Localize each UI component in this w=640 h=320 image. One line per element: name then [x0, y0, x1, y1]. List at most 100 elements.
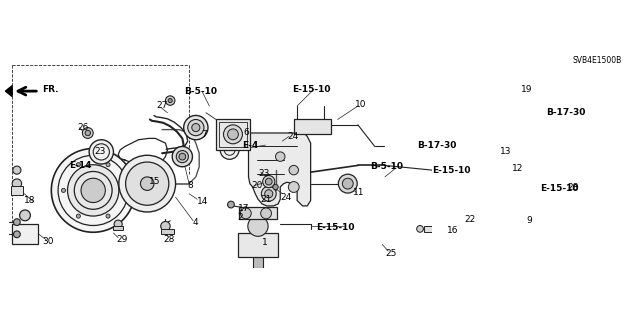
- Text: 2: 2: [237, 213, 243, 222]
- Circle shape: [342, 178, 353, 189]
- Text: 29: 29: [116, 235, 127, 244]
- Text: E-15-10: E-15-10: [316, 223, 355, 232]
- Bar: [239, 207, 277, 220]
- Circle shape: [266, 178, 272, 185]
- Text: 23: 23: [258, 169, 269, 178]
- Text: 6: 6: [243, 129, 249, 138]
- Circle shape: [417, 226, 424, 232]
- Circle shape: [13, 219, 20, 226]
- Text: E-14: E-14: [70, 161, 92, 170]
- Text: B-17-30: B-17-30: [417, 141, 457, 150]
- Circle shape: [260, 208, 271, 219]
- Circle shape: [289, 165, 298, 175]
- Circle shape: [119, 155, 175, 212]
- Circle shape: [184, 116, 208, 140]
- Circle shape: [509, 95, 515, 100]
- Circle shape: [223, 125, 243, 144]
- Text: B-5-10: B-5-10: [370, 162, 403, 171]
- Circle shape: [176, 150, 188, 163]
- Text: 12: 12: [512, 164, 524, 172]
- Circle shape: [236, 136, 243, 143]
- Circle shape: [13, 231, 20, 238]
- Circle shape: [20, 210, 30, 221]
- Text: 11: 11: [353, 188, 364, 197]
- Circle shape: [220, 140, 239, 159]
- Circle shape: [505, 213, 515, 222]
- Text: 27: 27: [157, 101, 168, 110]
- Circle shape: [76, 214, 81, 218]
- Text: SVB4E1500B: SVB4E1500B: [573, 56, 622, 65]
- Circle shape: [254, 247, 262, 255]
- Circle shape: [434, 213, 451, 229]
- Text: 7: 7: [201, 130, 207, 139]
- Text: 28: 28: [163, 235, 175, 244]
- Bar: [216, 119, 250, 150]
- Text: FR.: FR.: [42, 84, 58, 93]
- Circle shape: [526, 170, 541, 184]
- Polygon shape: [5, 86, 12, 97]
- Bar: [12, 224, 38, 244]
- Text: 20: 20: [252, 181, 262, 190]
- Circle shape: [168, 99, 172, 103]
- Text: 24: 24: [287, 132, 298, 141]
- Text: 24: 24: [280, 193, 291, 202]
- Circle shape: [89, 140, 113, 164]
- Text: 28: 28: [567, 182, 579, 191]
- Circle shape: [61, 188, 65, 192]
- Circle shape: [506, 92, 517, 103]
- Circle shape: [250, 243, 266, 259]
- Text: 18: 18: [24, 196, 35, 205]
- Circle shape: [261, 186, 276, 201]
- Circle shape: [535, 155, 543, 163]
- Text: 26: 26: [77, 123, 89, 132]
- Circle shape: [114, 220, 122, 228]
- Bar: [113, 226, 123, 230]
- Circle shape: [51, 148, 135, 232]
- Text: 4: 4: [193, 218, 198, 227]
- Bar: [11, 186, 23, 195]
- Circle shape: [179, 153, 186, 160]
- Text: 1: 1: [262, 238, 268, 247]
- Circle shape: [276, 152, 285, 161]
- Circle shape: [262, 176, 275, 188]
- Circle shape: [188, 119, 204, 136]
- Text: 10: 10: [355, 100, 366, 109]
- Bar: [219, 122, 247, 147]
- Circle shape: [166, 96, 175, 105]
- Text: B-5-10: B-5-10: [184, 87, 217, 96]
- Text: 21: 21: [260, 195, 271, 204]
- Circle shape: [289, 182, 299, 192]
- Circle shape: [81, 178, 106, 203]
- Circle shape: [83, 128, 93, 138]
- Circle shape: [192, 124, 200, 132]
- Circle shape: [495, 203, 525, 232]
- Bar: [237, 233, 278, 257]
- Circle shape: [85, 130, 90, 136]
- Text: E-4: E-4: [242, 141, 258, 150]
- Text: 22: 22: [465, 215, 476, 224]
- Text: 14: 14: [197, 197, 209, 206]
- Text: 15: 15: [148, 177, 160, 186]
- Text: B-17-30: B-17-30: [546, 108, 585, 117]
- Circle shape: [12, 179, 22, 188]
- Text: E-15-10: E-15-10: [540, 184, 579, 193]
- Bar: [253, 254, 264, 268]
- Circle shape: [531, 150, 547, 167]
- Text: 23: 23: [95, 148, 106, 156]
- Circle shape: [545, 117, 556, 128]
- Polygon shape: [248, 133, 310, 206]
- Circle shape: [339, 174, 357, 193]
- Circle shape: [530, 173, 537, 180]
- Circle shape: [106, 214, 110, 218]
- Circle shape: [241, 208, 252, 219]
- Text: 16: 16: [447, 227, 458, 236]
- Circle shape: [541, 113, 560, 132]
- Circle shape: [68, 165, 119, 216]
- Circle shape: [568, 183, 577, 191]
- Circle shape: [121, 188, 125, 192]
- Circle shape: [13, 166, 21, 174]
- Text: E-15-10: E-15-10: [292, 84, 330, 93]
- Circle shape: [228, 201, 234, 208]
- Circle shape: [161, 221, 170, 231]
- Circle shape: [248, 216, 268, 236]
